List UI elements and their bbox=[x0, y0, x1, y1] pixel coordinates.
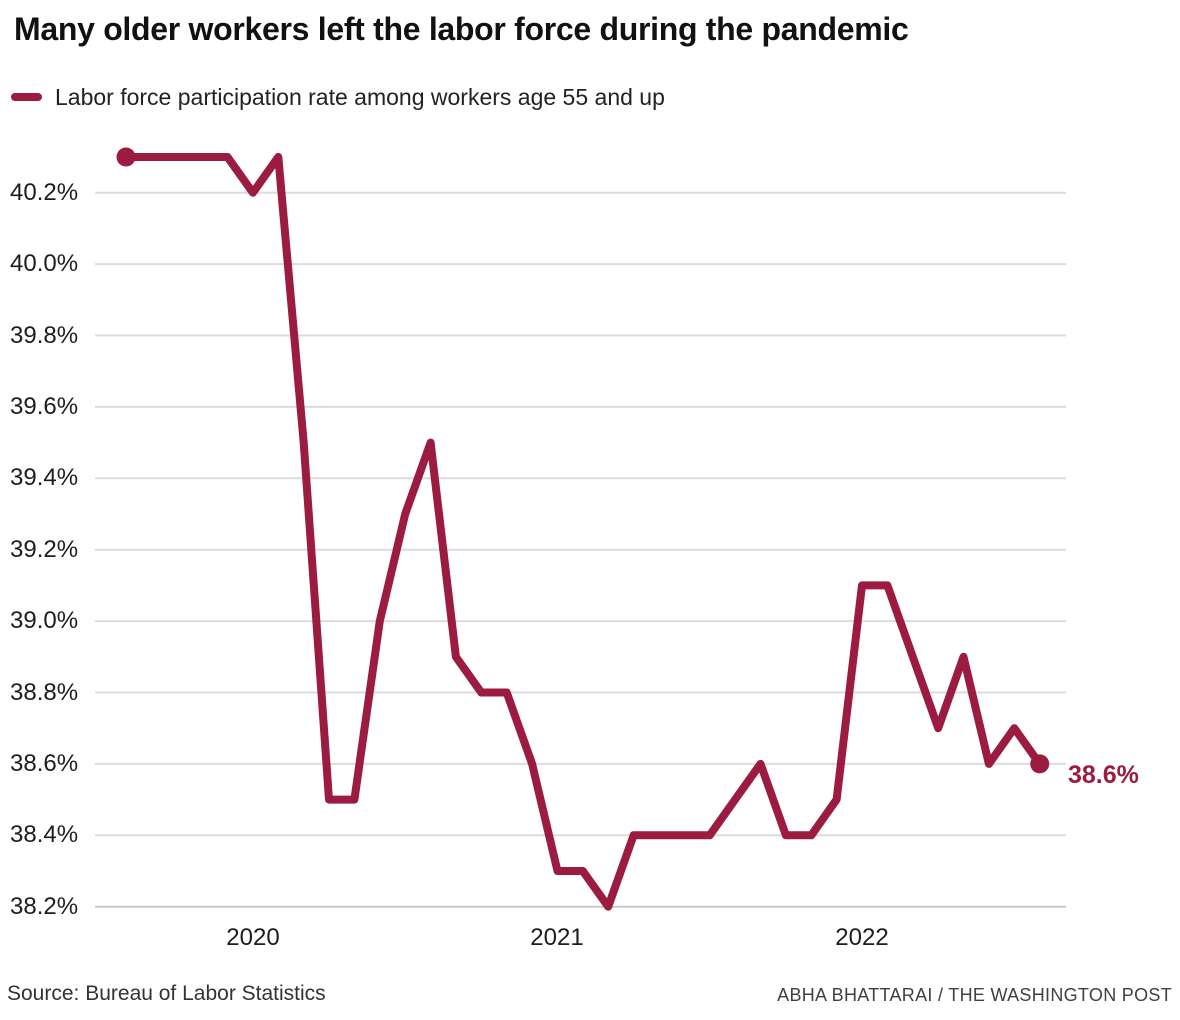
y-tick-label: 39.4% bbox=[10, 464, 79, 491]
y-tick-label: 39.6% bbox=[10, 393, 79, 420]
y-tick-label: 38.6% bbox=[10, 750, 79, 777]
series-line bbox=[122, 153, 1044, 911]
start-point-marker bbox=[116, 147, 136, 167]
x-tick-label: 2021 bbox=[530, 924, 584, 951]
y-tick-label: 38.2% bbox=[10, 893, 79, 920]
legend-line-swatch-icon bbox=[11, 93, 42, 101]
endpoint-value-label: 38.6% bbox=[1068, 761, 1139, 789]
y-tick-label: 38.8% bbox=[10, 679, 79, 706]
y-tick-label: 39.2% bbox=[10, 536, 79, 563]
y-tick-label: 39.0% bbox=[10, 607, 79, 634]
x-tick-label: 2020 bbox=[226, 924, 280, 951]
y-tick-label: 39.8% bbox=[10, 322, 79, 349]
chart-title: Many older workers left the labor force … bbox=[14, 11, 909, 47]
y-tick-label: 40.0% bbox=[10, 250, 79, 277]
source-note: Source: Bureau of Labor Statistics bbox=[7, 982, 326, 1005]
legend-label: Labor force participation rate among wor… bbox=[55, 84, 665, 110]
byline-credit: ABHA BHATTARAI / THE WASHINGTON POST bbox=[777, 985, 1172, 1005]
y-tick-label: 40.2% bbox=[10, 179, 79, 206]
y-tick-label: 38.4% bbox=[10, 821, 79, 848]
end-point-marker bbox=[1030, 754, 1050, 774]
x-tick-label: 2022 bbox=[835, 924, 889, 951]
